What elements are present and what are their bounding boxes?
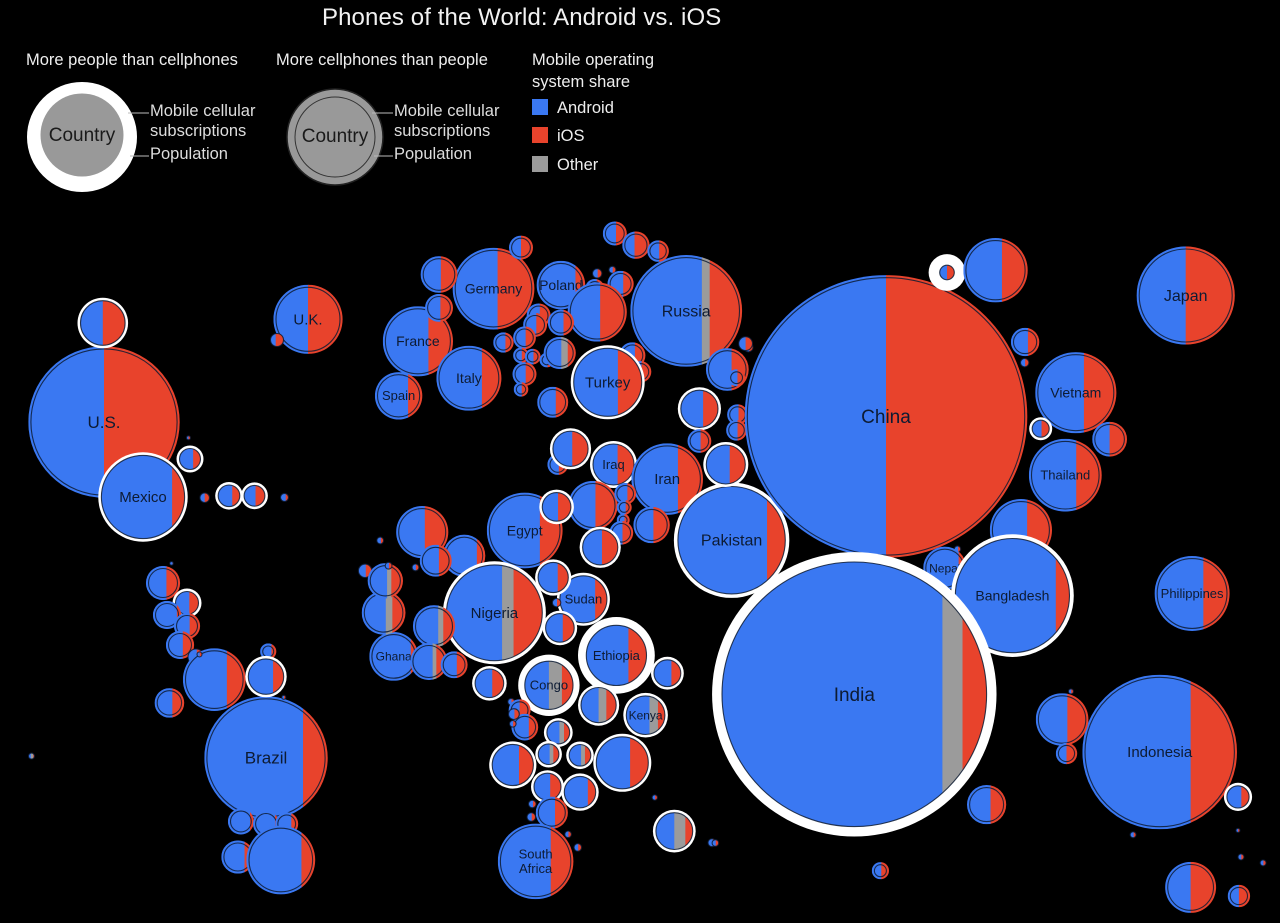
svg-text:Congo: Congo <box>530 678 568 693</box>
svg-text:Sudan: Sudan <box>565 592 603 607</box>
svg-text:Philippines: Philippines <box>1161 586 1224 601</box>
svg-text:Ethiopia: Ethiopia <box>593 648 641 663</box>
svg-text:Poland: Poland <box>539 277 583 293</box>
svg-text:Italy: Italy <box>456 370 482 386</box>
svg-text:Ghana: Ghana <box>376 649 412 663</box>
svg-text:Brazil: Brazil <box>245 749 288 768</box>
svg-text:Turkey: Turkey <box>585 374 631 391</box>
svg-text:Iran: Iran <box>654 471 680 488</box>
svg-text:Spain: Spain <box>382 388 415 403</box>
svg-text:Mexico: Mexico <box>119 489 167 506</box>
svg-text:China: China <box>861 407 911 428</box>
svg-text:Country: Country <box>302 126 369 147</box>
svg-text:Kenya: Kenya <box>629 708 663 722</box>
svg-text:France: France <box>396 333 440 349</box>
svg-text:Egypt: Egypt <box>507 522 543 538</box>
svg-text:Japan: Japan <box>1164 288 1208 305</box>
svg-text:Thailand: Thailand <box>1040 468 1090 483</box>
svg-text:Iraq: Iraq <box>602 457 624 472</box>
svg-text:Vietnam: Vietnam <box>1050 384 1101 400</box>
svg-text:Nigeria: Nigeria <box>471 605 519 622</box>
svg-text:Germany: Germany <box>465 280 523 296</box>
svg-text:Pakistan: Pakistan <box>701 533 762 550</box>
svg-text:South: South <box>519 847 553 862</box>
svg-text:U.S.: U.S. <box>87 413 120 432</box>
svg-text:Russia: Russia <box>662 303 711 320</box>
svg-text:Bangladesh: Bangladesh <box>975 587 1049 603</box>
svg-text:Indonesia: Indonesia <box>1127 744 1193 761</box>
svg-text:India: India <box>834 685 876 706</box>
svg-text:U.K.: U.K. <box>293 311 322 328</box>
svg-text:Africa: Africa <box>519 861 553 876</box>
